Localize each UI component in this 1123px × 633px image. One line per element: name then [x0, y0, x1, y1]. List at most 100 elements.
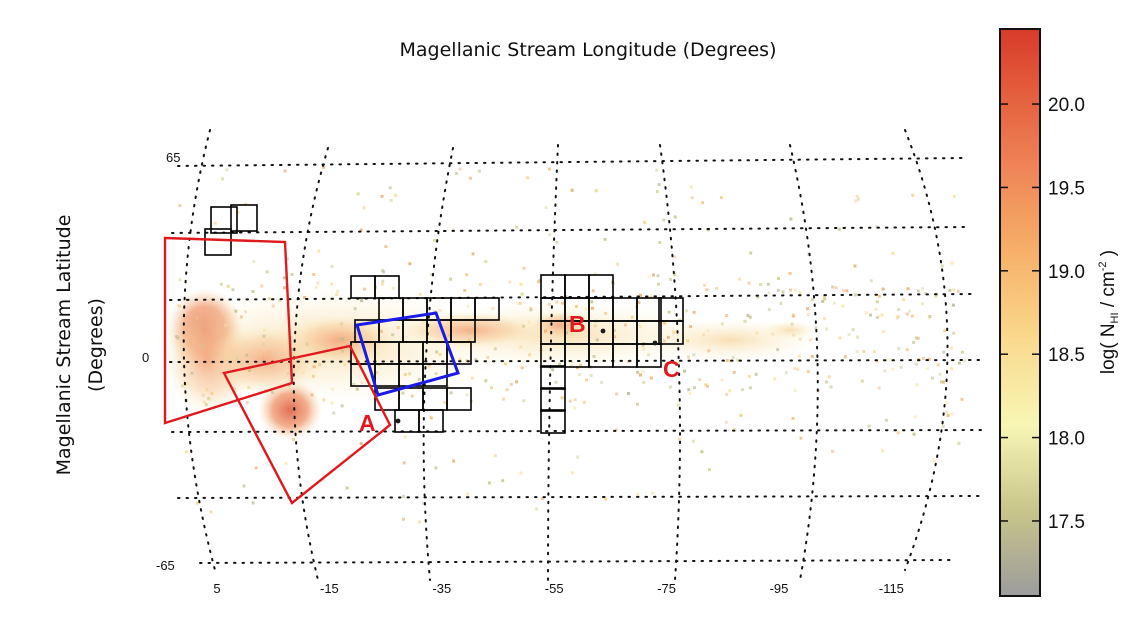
hi-speckle — [650, 491, 654, 495]
hi-speckle — [528, 353, 532, 357]
hi-speckle — [912, 432, 916, 436]
hi-speckle — [942, 350, 946, 354]
hi-speckle — [244, 310, 247, 314]
lon-line-m5 — [292, 147, 329, 581]
hi-speckle — [469, 176, 473, 180]
annotation-c: C — [663, 356, 680, 382]
hi-speckle — [754, 372, 758, 376]
hi-speckle — [687, 355, 690, 359]
hi-speckle — [657, 183, 661, 187]
hi-speckle — [340, 337, 344, 341]
hi-speckle — [810, 298, 814, 302]
hi-speckle — [767, 291, 771, 295]
y-axis-label-line1: Magellanic Stream Latitude — [53, 215, 75, 476]
hi-speckle — [502, 397, 505, 401]
hi-speckle — [938, 372, 942, 376]
hi-speckle — [434, 372, 438, 376]
hi-speckle — [604, 311, 608, 315]
hi-speckle — [877, 386, 881, 390]
hi-speckle — [593, 324, 597, 328]
hi-speckle — [880, 313, 884, 317]
hi-speckle — [724, 420, 728, 424]
hi-speckle — [417, 378, 421, 381]
grid-cell — [658, 320, 684, 345]
hi-speckle — [305, 342, 309, 346]
hi-speckle — [560, 396, 564, 400]
hi-speckle — [477, 169, 481, 173]
hi-speckle — [915, 383, 919, 387]
hi-speckle — [245, 353, 249, 357]
hi-speckle — [491, 306, 495, 310]
hi-speckle — [827, 375, 831, 379]
hi-speckle — [418, 292, 422, 296]
stream-tip-clump — [762, 320, 818, 340]
hi-speckle — [286, 257, 289, 261]
hi-speckle — [478, 282, 482, 286]
hi-speckle — [676, 403, 680, 407]
hi-speckle — [547, 167, 551, 171]
hi-speckle — [844, 354, 847, 358]
hi-speckle — [952, 195, 956, 198]
hi-speckle — [779, 301, 783, 305]
hi-speckle — [666, 335, 670, 339]
hi-speckle — [503, 362, 507, 366]
hi-speckle — [940, 380, 944, 384]
hi-speckle — [851, 328, 855, 332]
hi-speckle — [501, 479, 505, 483]
hi-speckle — [789, 288, 792, 292]
graticule — [169, 129, 986, 581]
colorbar: 17.5 18.0 18.5 19.0 19.5 20.0 log( NHI / cm-2… — [999, 28, 1121, 597]
hi-speckle — [452, 459, 456, 463]
hi-speckle — [945, 401, 949, 404]
red-field-1 — [163, 236, 294, 425]
hi-speckle — [883, 369, 887, 373]
hi-speckle — [360, 299, 364, 303]
annotation-a: A — [359, 410, 376, 436]
hi-speckle — [956, 289, 960, 293]
hi-speckle — [226, 284, 230, 288]
x-tick-label: -95 — [770, 581, 789, 596]
hi-speckle — [683, 369, 687, 373]
hi-speckle — [591, 289, 595, 293]
grid-cell — [418, 409, 444, 433]
hi-speckle — [429, 416, 433, 420]
hi-speckle — [417, 520, 421, 524]
hi-speckle — [746, 313, 750, 317]
hi-speckle — [788, 271, 792, 275]
hi-speckle — [381, 279, 385, 283]
hi-speckle — [623, 323, 627, 327]
hi-speckle — [945, 410, 949, 414]
hi-speckle — [641, 344, 645, 347]
hi-speckle — [204, 403, 208, 407]
hi-speckle — [458, 167, 462, 171]
hi-speckle — [899, 365, 903, 369]
hi-speckle — [649, 295, 653, 299]
hi-speckle — [363, 287, 367, 291]
hi-speckle — [435, 350, 439, 354]
hi-speckle — [736, 358, 740, 362]
hi-speckle — [635, 402, 639, 406]
hi-speckle — [941, 424, 945, 428]
hi-speckle — [422, 501, 426, 505]
hi-speckle — [438, 353, 442, 356]
hi-speckle — [869, 313, 872, 317]
hi-speckle — [195, 316, 199, 320]
hi-speckle — [403, 373, 407, 376]
hi-speckle — [314, 285, 318, 289]
hi-speckle — [317, 249, 321, 253]
hi-speckle — [394, 193, 398, 197]
hi-speckle — [777, 277, 780, 280]
grid-group-right — [540, 274, 684, 434]
hi-speckle — [747, 281, 751, 285]
hi-speckle — [565, 320, 569, 324]
lon-line-m45 — [547, 144, 559, 581]
hi-speckle — [796, 367, 800, 371]
hi-speckle — [248, 369, 252, 372]
hi-speckle — [465, 492, 469, 496]
hi-speckle — [655, 190, 659, 193]
hi-speckle — [637, 301, 641, 305]
lon-line-m105 — [904, 129, 949, 571]
hi-speckle — [963, 359, 967, 363]
colorbar-label-mid: / cm — [1098, 271, 1119, 312]
hi-speckle — [877, 315, 881, 319]
